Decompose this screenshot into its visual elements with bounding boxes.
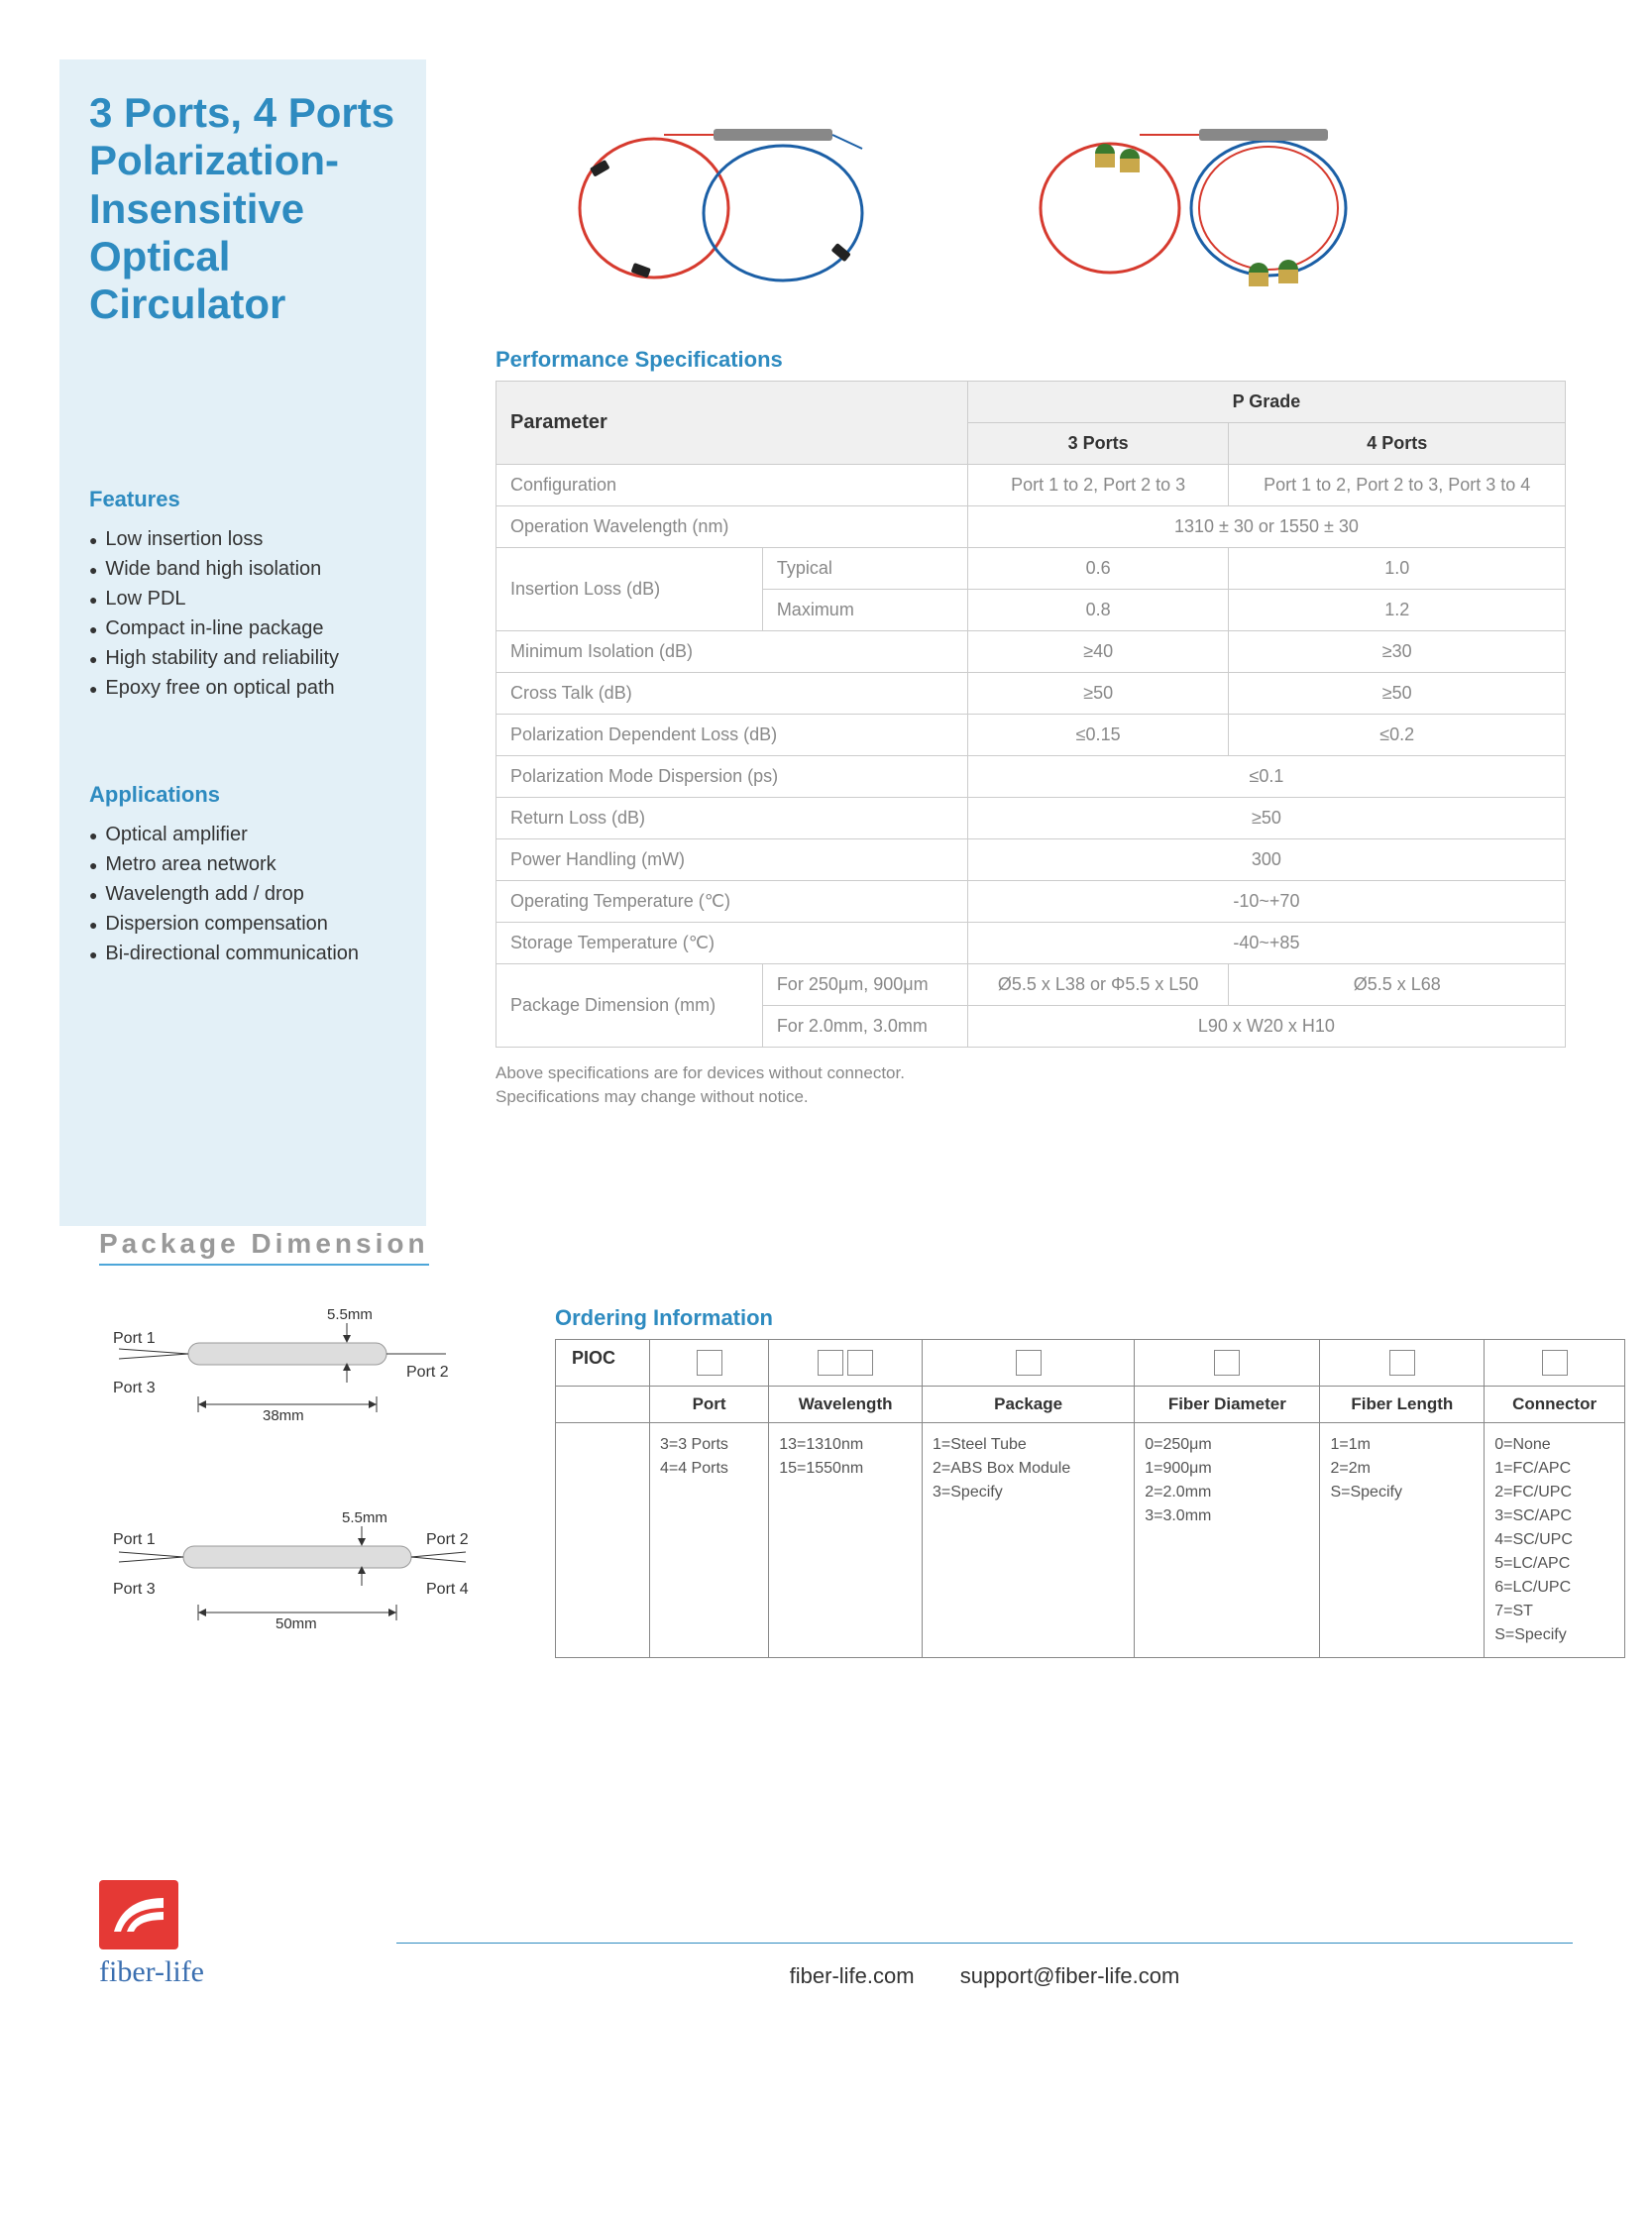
table-row: Storage Temperature (℃)-40~+85 [496,923,1566,964]
svg-text:Port 4: Port 4 [426,1581,469,1598]
th-4ports: 4 Ports [1229,423,1566,465]
table-row: Minimum Isolation (dB)≥40≥30 [496,631,1566,673]
list-item: Metro area network [89,849,406,879]
svg-text:5.5mm: 5.5mm [342,1509,387,1526]
order-box-cell [649,1339,768,1386]
diagram-4port: 5.5mm Port 1 Port 2 Port 3 Port 4 50mm [99,1508,476,1652]
applications-list: Optical amplifier Metro area network Wav… [89,820,406,968]
order-box-cell [1135,1339,1320,1386]
table-row: Return Loss (dB)≥50 [496,798,1566,839]
table-row: Operating Temperature (℃)-10~+70 [496,881,1566,923]
order-box-cell [1320,1339,1485,1386]
logo-icon [99,1880,178,1949]
product-image-3port [535,99,892,297]
list-item: Dispersion compensation [89,909,406,939]
page-title: 3 Ports, 4 Ports Polarization-Insensitiv… [89,89,406,328]
product-images [496,99,1573,297]
ordering-title: Ordering Information [555,1305,1625,1331]
th-parameter: Parameter [496,382,968,465]
order-box-cell [1485,1339,1625,1386]
spec-title: Performance Specifications [496,347,1573,373]
table-row: ConfigurationPort 1 to 2, Port 2 to 3Por… [496,465,1566,506]
th-connector: Connector [1485,1386,1625,1422]
svg-text:Port 3: Port 3 [113,1581,156,1598]
opts-package: 1=Steel Tube 2=ABS Box Module 3=Specify [923,1422,1135,1657]
th-grade: P Grade [967,382,1565,423]
list-item: Wavelength add / drop [89,879,406,909]
order-box-cell [769,1339,923,1386]
footer-url: fiber-life.com [790,1963,915,1988]
applications-title: Applications [89,782,406,808]
footer-email: support@fiber-life.com [960,1963,1180,1988]
spec-table: Parameter P Grade 3 Ports 4 Ports Config… [496,381,1566,1048]
order-box-cell [923,1339,1135,1386]
sidebar: 3 Ports, 4 Ports Polarization-Insensitiv… [59,59,426,1226]
svg-text:Port 1: Port 1 [113,1330,156,1347]
table-row: Power Handling (mW)300 [496,839,1566,881]
svg-text:Port 3: Port 3 [113,1380,156,1396]
svg-text:Port 2: Port 2 [426,1531,469,1548]
package-diagrams: 5.5mm Port 1 Port 2 Port 3 38mm [99,1305,476,1722]
table-row: Polarization Dependent Loss (dB)≤0.15≤0.… [496,715,1566,756]
opts-length: 1=1m 2=2m S=Specify [1320,1422,1485,1657]
th-3ports: 3 Ports [967,423,1229,465]
th-length: Fiber Length [1320,1386,1485,1422]
svg-text:50mm: 50mm [275,1615,317,1632]
product-image-4port [1011,99,1368,297]
order-code: PIOC [556,1339,650,1386]
list-item: High stability and reliability [89,643,406,673]
svg-text:Port 2: Port 2 [406,1364,449,1381]
main-content: Performance Specifications Parameter P G… [496,59,1573,1109]
ordering-table: PIOC Port Wavelength Package Fiber Diam [555,1339,1625,1658]
table-row: Operation Wavelength (nm)1310 ± 30 or 15… [496,506,1566,548]
list-item: Low PDL [89,584,406,613]
th-diameter: Fiber Diameter [1135,1386,1320,1422]
table-row: Polarization Mode Dispersion (ps)≤0.1 [496,756,1566,798]
opts-connector: 0=None 1=FC/APC 2=FC/UPC 3=SC/APC 4=SC/U… [1485,1422,1625,1657]
opts-port: 3=3 Ports 4=4 Ports [649,1422,768,1657]
svg-text:5.5mm: 5.5mm [327,1306,373,1323]
list-item: Optical amplifier [89,820,406,849]
list-item: Epoxy free on optical path [89,673,406,703]
package-section: Package Dimension 5.5mm Port 1 Port 2 Po… [99,1228,1566,1722]
opts-diameter: 0=250μm 1=900μm 2=2.0mm 3=3.0mm [1135,1422,1320,1657]
features-title: Features [89,487,406,512]
table-row: Package Dimension (mm)For 250μm, 900μmØ5… [496,964,1566,1006]
opts-wavelength: 13=1310nm 15=1550nm [769,1422,923,1657]
svg-text:38mm: 38mm [263,1407,304,1424]
spec-notes: Above specifications are for devices wit… [496,1061,1573,1109]
th-package: Package [923,1386,1135,1422]
footer-contact: fiber-life.com support@fiber-life.com [396,1943,1573,1989]
features-list: Low insertion loss Wide band high isolat… [89,524,406,703]
diagram-3port: 5.5mm Port 1 Port 2 Port 3 38mm [99,1305,476,1439]
svg-text:Port 1: Port 1 [113,1531,156,1548]
list-item: Bi-directional communication [89,939,406,968]
logo: fiber-life [99,1880,396,1989]
package-title: Package Dimension [99,1228,429,1266]
th-wavelength: Wavelength [769,1386,923,1422]
th-port: Port [649,1386,768,1422]
list-item: Compact in-line package [89,613,406,643]
table-row: Cross Talk (dB)≥50≥50 [496,673,1566,715]
list-item: Low insertion loss [89,524,406,554]
logo-text: fiber-life [99,1955,396,1989]
footer: fiber-life fiber-life.com support@fiber-… [99,1880,1573,1989]
list-item: Wide band high isolation [89,554,406,584]
table-row: Insertion Loss (dB)Typical0.61.0 [496,548,1566,590]
ordering-section: Ordering Information PIOC Port [555,1305,1625,1658]
